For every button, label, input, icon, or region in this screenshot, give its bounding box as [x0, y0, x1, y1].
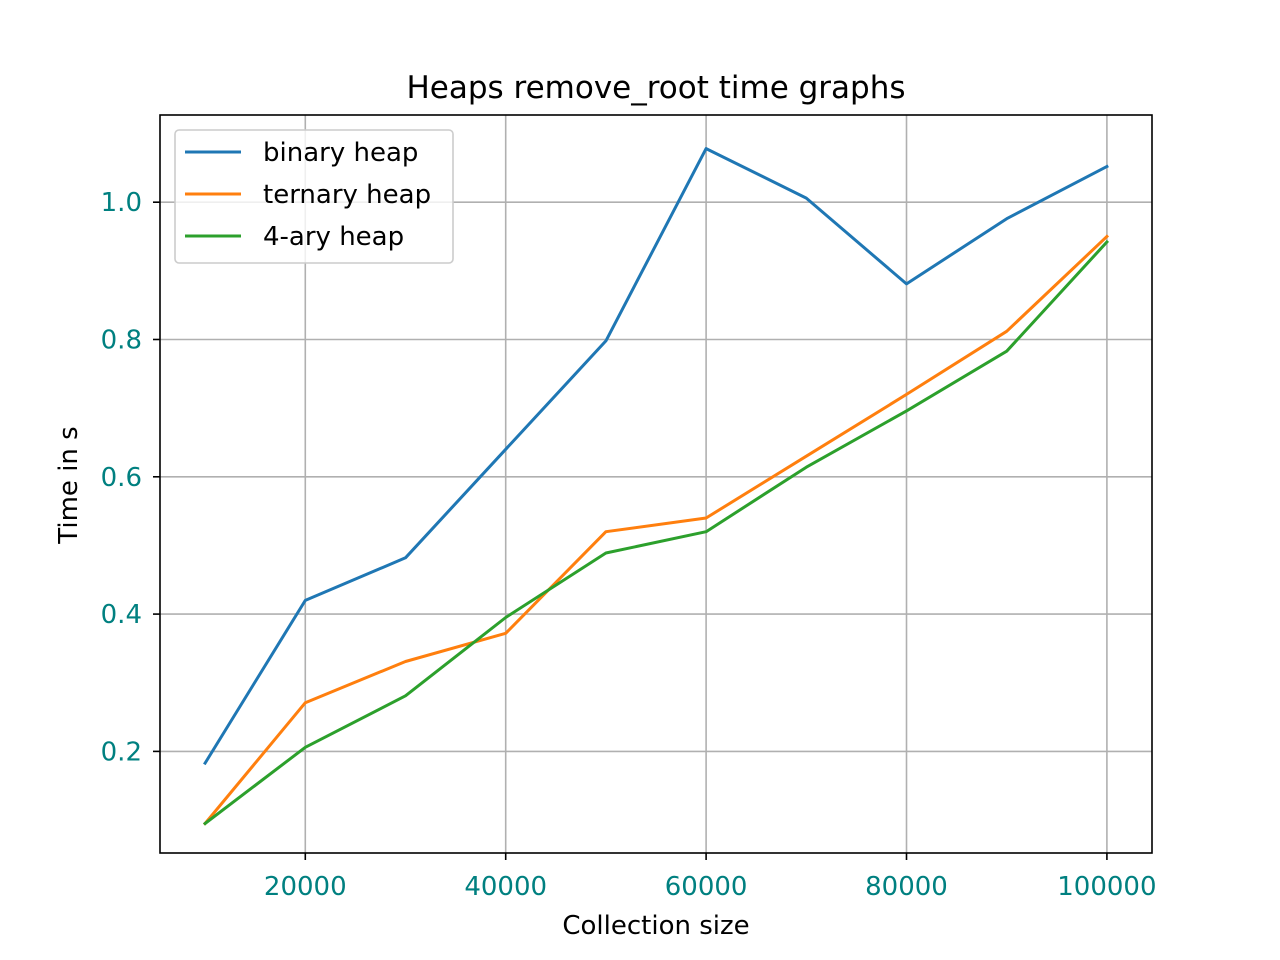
series-line-1	[203, 147, 1109, 766]
legend-box	[174, 129, 454, 264]
legend: binary heap ternary heap 4-ary heap	[174, 129, 454, 264]
y-tick-label: 1.0	[101, 188, 142, 218]
series-line-2	[202, 234, 1110, 826]
x-tick-label: 60000	[665, 872, 748, 902]
series-lines	[202, 147, 1110, 826]
legend-label: ternary heap	[263, 180, 431, 210]
y-tick-label: 0.8	[101, 325, 142, 355]
x-tick-label: 20000	[264, 872, 347, 902]
chart-title: Heaps remove_root time graphs	[406, 70, 905, 106]
plot-frame	[159, 114, 1153, 854]
axis-ticks: 20000 40000 60000 80000 100000 0.2 0.4 0.6 0.8 1.…	[101, 188, 1157, 902]
legend-label: binary heap	[263, 138, 418, 168]
x-tick-label: 100000	[1057, 872, 1156, 902]
legend-label: 4-ary heap	[263, 222, 404, 252]
grid-lines	[160, 115, 1152, 853]
y-tick-label: 0.6	[101, 463, 142, 493]
y-tick-label: 0.4	[101, 600, 142, 630]
y-axis-label: Time in s	[54, 426, 84, 544]
x-tick-label: 40000	[464, 872, 547, 902]
y-tick-label: 0.2	[101, 737, 142, 767]
x-tick-label: 80000	[865, 872, 948, 902]
x-axis-label: Collection size	[562, 911, 749, 941]
series-line-3	[202, 239, 1110, 826]
